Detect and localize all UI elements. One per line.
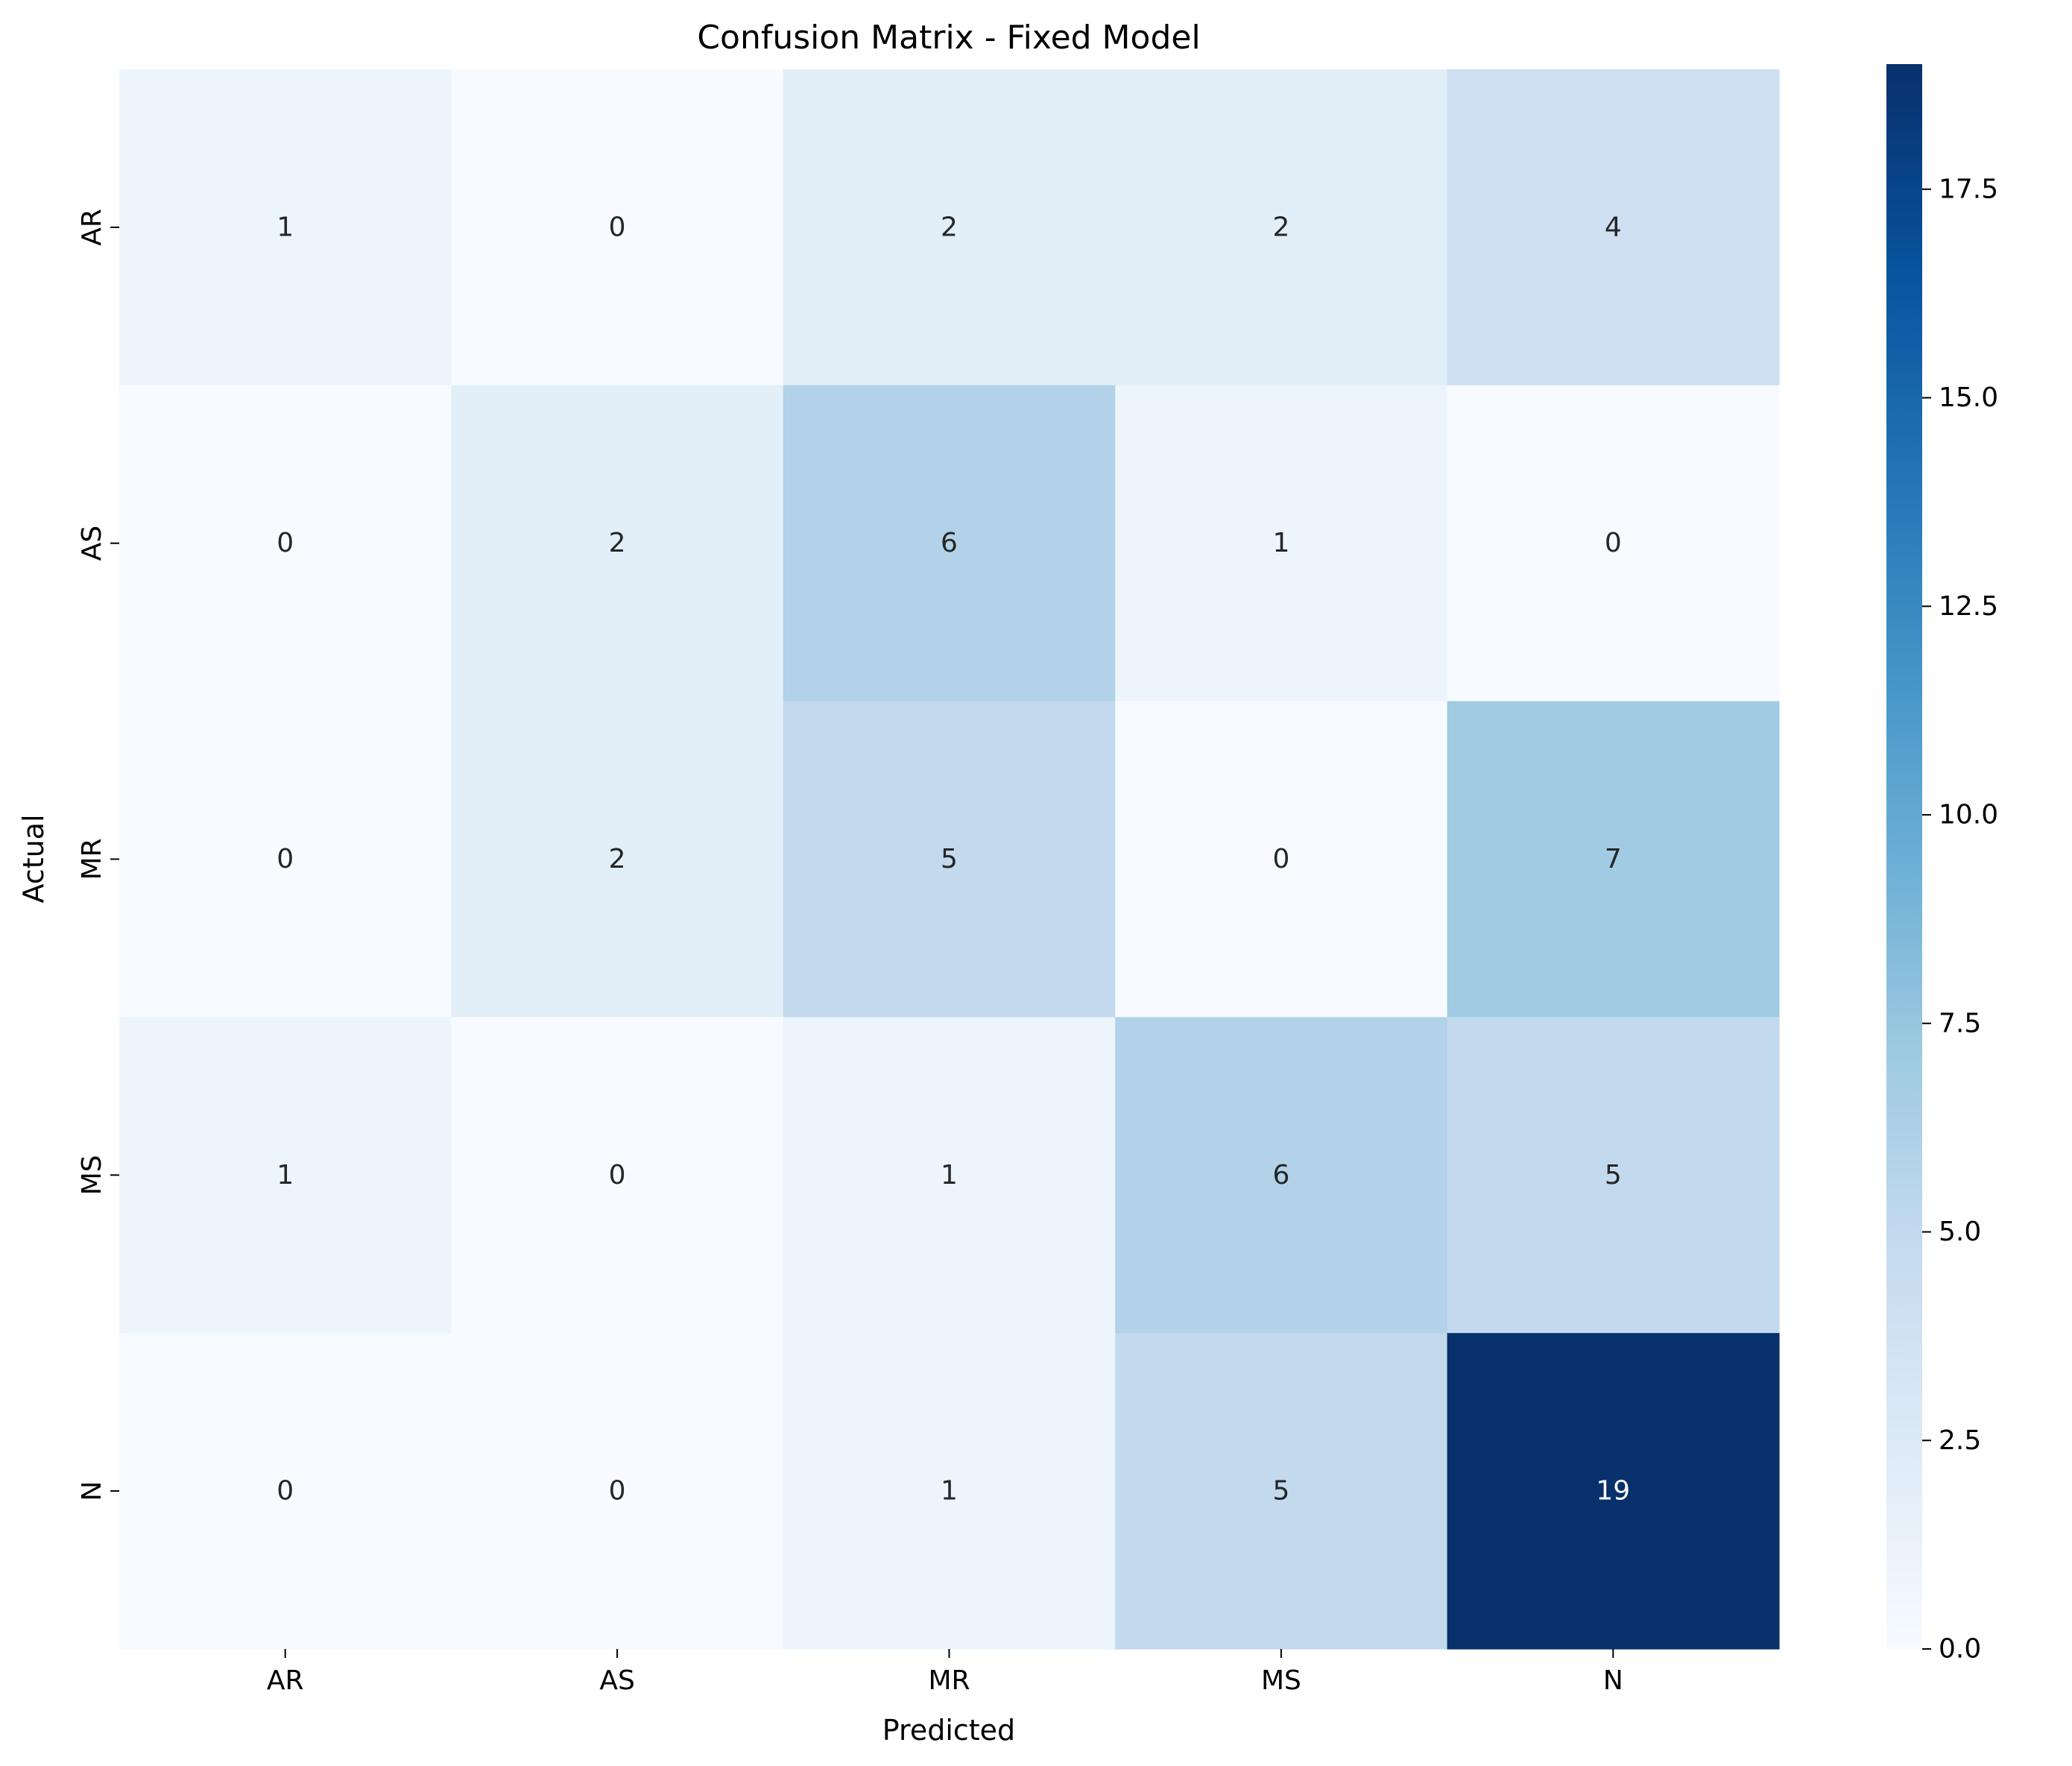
- cell-value-label: 1: [1272, 528, 1289, 558]
- heatmap-cell-ms-ar: [119, 1017, 452, 1334]
- cell-value-label: 2: [609, 844, 626, 874]
- heatmap-cell-ms-ms: [1115, 1017, 1448, 1334]
- heatmap-cell-mr-as: [451, 701, 784, 1018]
- heatmap-cell-ar-as: [451, 69, 784, 386]
- cell-value-label: 5: [941, 844, 958, 874]
- y-tick-label: MR: [77, 838, 107, 880]
- cell-value-label: 5: [1605, 1160, 1622, 1191]
- heatmap-cell-ar-ar: [119, 69, 452, 386]
- heatmap-cell-ms-n: [1447, 1017, 1780, 1334]
- y-axis-ticks: AR AS MR MS N: [77, 209, 119, 1501]
- y-tick-label: N: [77, 1481, 107, 1501]
- cell-value-label: 2: [941, 212, 958, 242]
- colorbar: [1886, 64, 1922, 1649]
- y-tick-label: AR: [77, 209, 107, 246]
- cell-value-label: 5: [1272, 1476, 1289, 1507]
- cell-value-label: 0: [609, 212, 626, 242]
- heatmap-cell-mr-ms: [1115, 701, 1448, 1018]
- cell-annotations: 1 0 2 2 40 2 6 1 00 2 5 0 71 0 1 6 50 0 1 5 19: [277, 212, 1630, 1506]
- cell-value-label: 1: [941, 1476, 958, 1507]
- heatmap-cell-n-as: [451, 1333, 784, 1650]
- colorbar-tick-label: 0.0: [1939, 1634, 1981, 1665]
- colorbar-ticks: 0.0 2.5 5.0 7.5 10.0 12.5 15.0 17.5: [1922, 174, 1998, 1665]
- cell-value-label: 2: [609, 528, 626, 558]
- heatmap-cell-mr-ar: [119, 701, 452, 1018]
- cell-value-label: 2: [1272, 212, 1289, 242]
- colorbar-tick-label: 10.0: [1939, 800, 1998, 830]
- cell-value-label: 1: [277, 1160, 294, 1191]
- cell-value-label: 0: [1605, 528, 1622, 558]
- heatmap-cell-as-n: [1447, 385, 1780, 702]
- heatmap-cell-as-as: [451, 385, 784, 702]
- heatmap-cell-ar-ms: [1115, 69, 1448, 386]
- x-tick-label: N: [1603, 1665, 1623, 1696]
- chart-title: Confusion Matrix - Fixed Model: [697, 19, 1200, 57]
- heatmap-cell-n-ms: [1115, 1333, 1448, 1650]
- heatmap-cell-ar-n: [1447, 69, 1780, 386]
- cell-value-label: 1: [277, 212, 294, 242]
- heatmap-cell-ms-mr: [783, 1017, 1116, 1334]
- heatmap-cell-n-n: [1447, 1333, 1780, 1650]
- cell-value-label: 0: [609, 1476, 626, 1507]
- heatmap-cell-ms-as: [451, 1017, 784, 1334]
- cell-value-label: 0: [277, 528, 294, 558]
- colorbar-tick-label: 7.5: [1939, 1008, 1981, 1038]
- colorbar-tick-label: 15.0: [1939, 382, 1998, 413]
- colorbar-tick-label: 2.5: [1939, 1425, 1981, 1456]
- cell-value-label: 7: [1605, 844, 1622, 874]
- x-tick-label: MS: [1261, 1665, 1301, 1696]
- colorbar-tick-label: 12.5: [1939, 591, 1998, 622]
- heatmap-cell-mr-n: [1447, 701, 1780, 1018]
- x-tick-label: MR: [928, 1665, 970, 1696]
- x-axis-label: Predicted: [882, 1714, 1015, 1747]
- cell-value-label: 6: [941, 528, 958, 558]
- cell-value-label: 6: [1272, 1160, 1289, 1191]
- x-tick-label: AR: [267, 1665, 304, 1696]
- cell-value-label: 0: [1272, 844, 1289, 874]
- y-tick-label: AS: [77, 526, 107, 561]
- cell-value-label: 19: [1596, 1476, 1630, 1507]
- colorbar-tick-label: 17.5: [1939, 174, 1998, 204]
- heatmap-cell-as-ms: [1115, 385, 1448, 702]
- y-axis-label: Actual: [17, 814, 50, 903]
- heatmap-cell-mr-mr: [783, 701, 1116, 1018]
- cell-value-label: 4: [1605, 212, 1622, 242]
- heatmap-cell-n-mr: [783, 1333, 1116, 1650]
- colorbar-tick-label: 5.0: [1939, 1217, 1981, 1247]
- heatmap-cell-ar-mr: [783, 69, 1116, 386]
- cell-value-label: 0: [277, 844, 294, 874]
- y-tick-label: MS: [77, 1155, 107, 1195]
- heatmap-cell-as-ar: [119, 385, 452, 702]
- cell-value-label: 0: [609, 1160, 626, 1191]
- heatmap-cell-n-ar: [119, 1333, 452, 1650]
- x-axis-ticks: AR AS MR MS N: [267, 1649, 1623, 1696]
- cell-value-label: 1: [941, 1160, 958, 1191]
- heatmap-cell-as-mr: [783, 385, 1116, 702]
- cell-value-label: 0: [277, 1476, 294, 1507]
- heatmap-cells: [119, 69, 1780, 1650]
- x-tick-label: AS: [599, 1665, 634, 1696]
